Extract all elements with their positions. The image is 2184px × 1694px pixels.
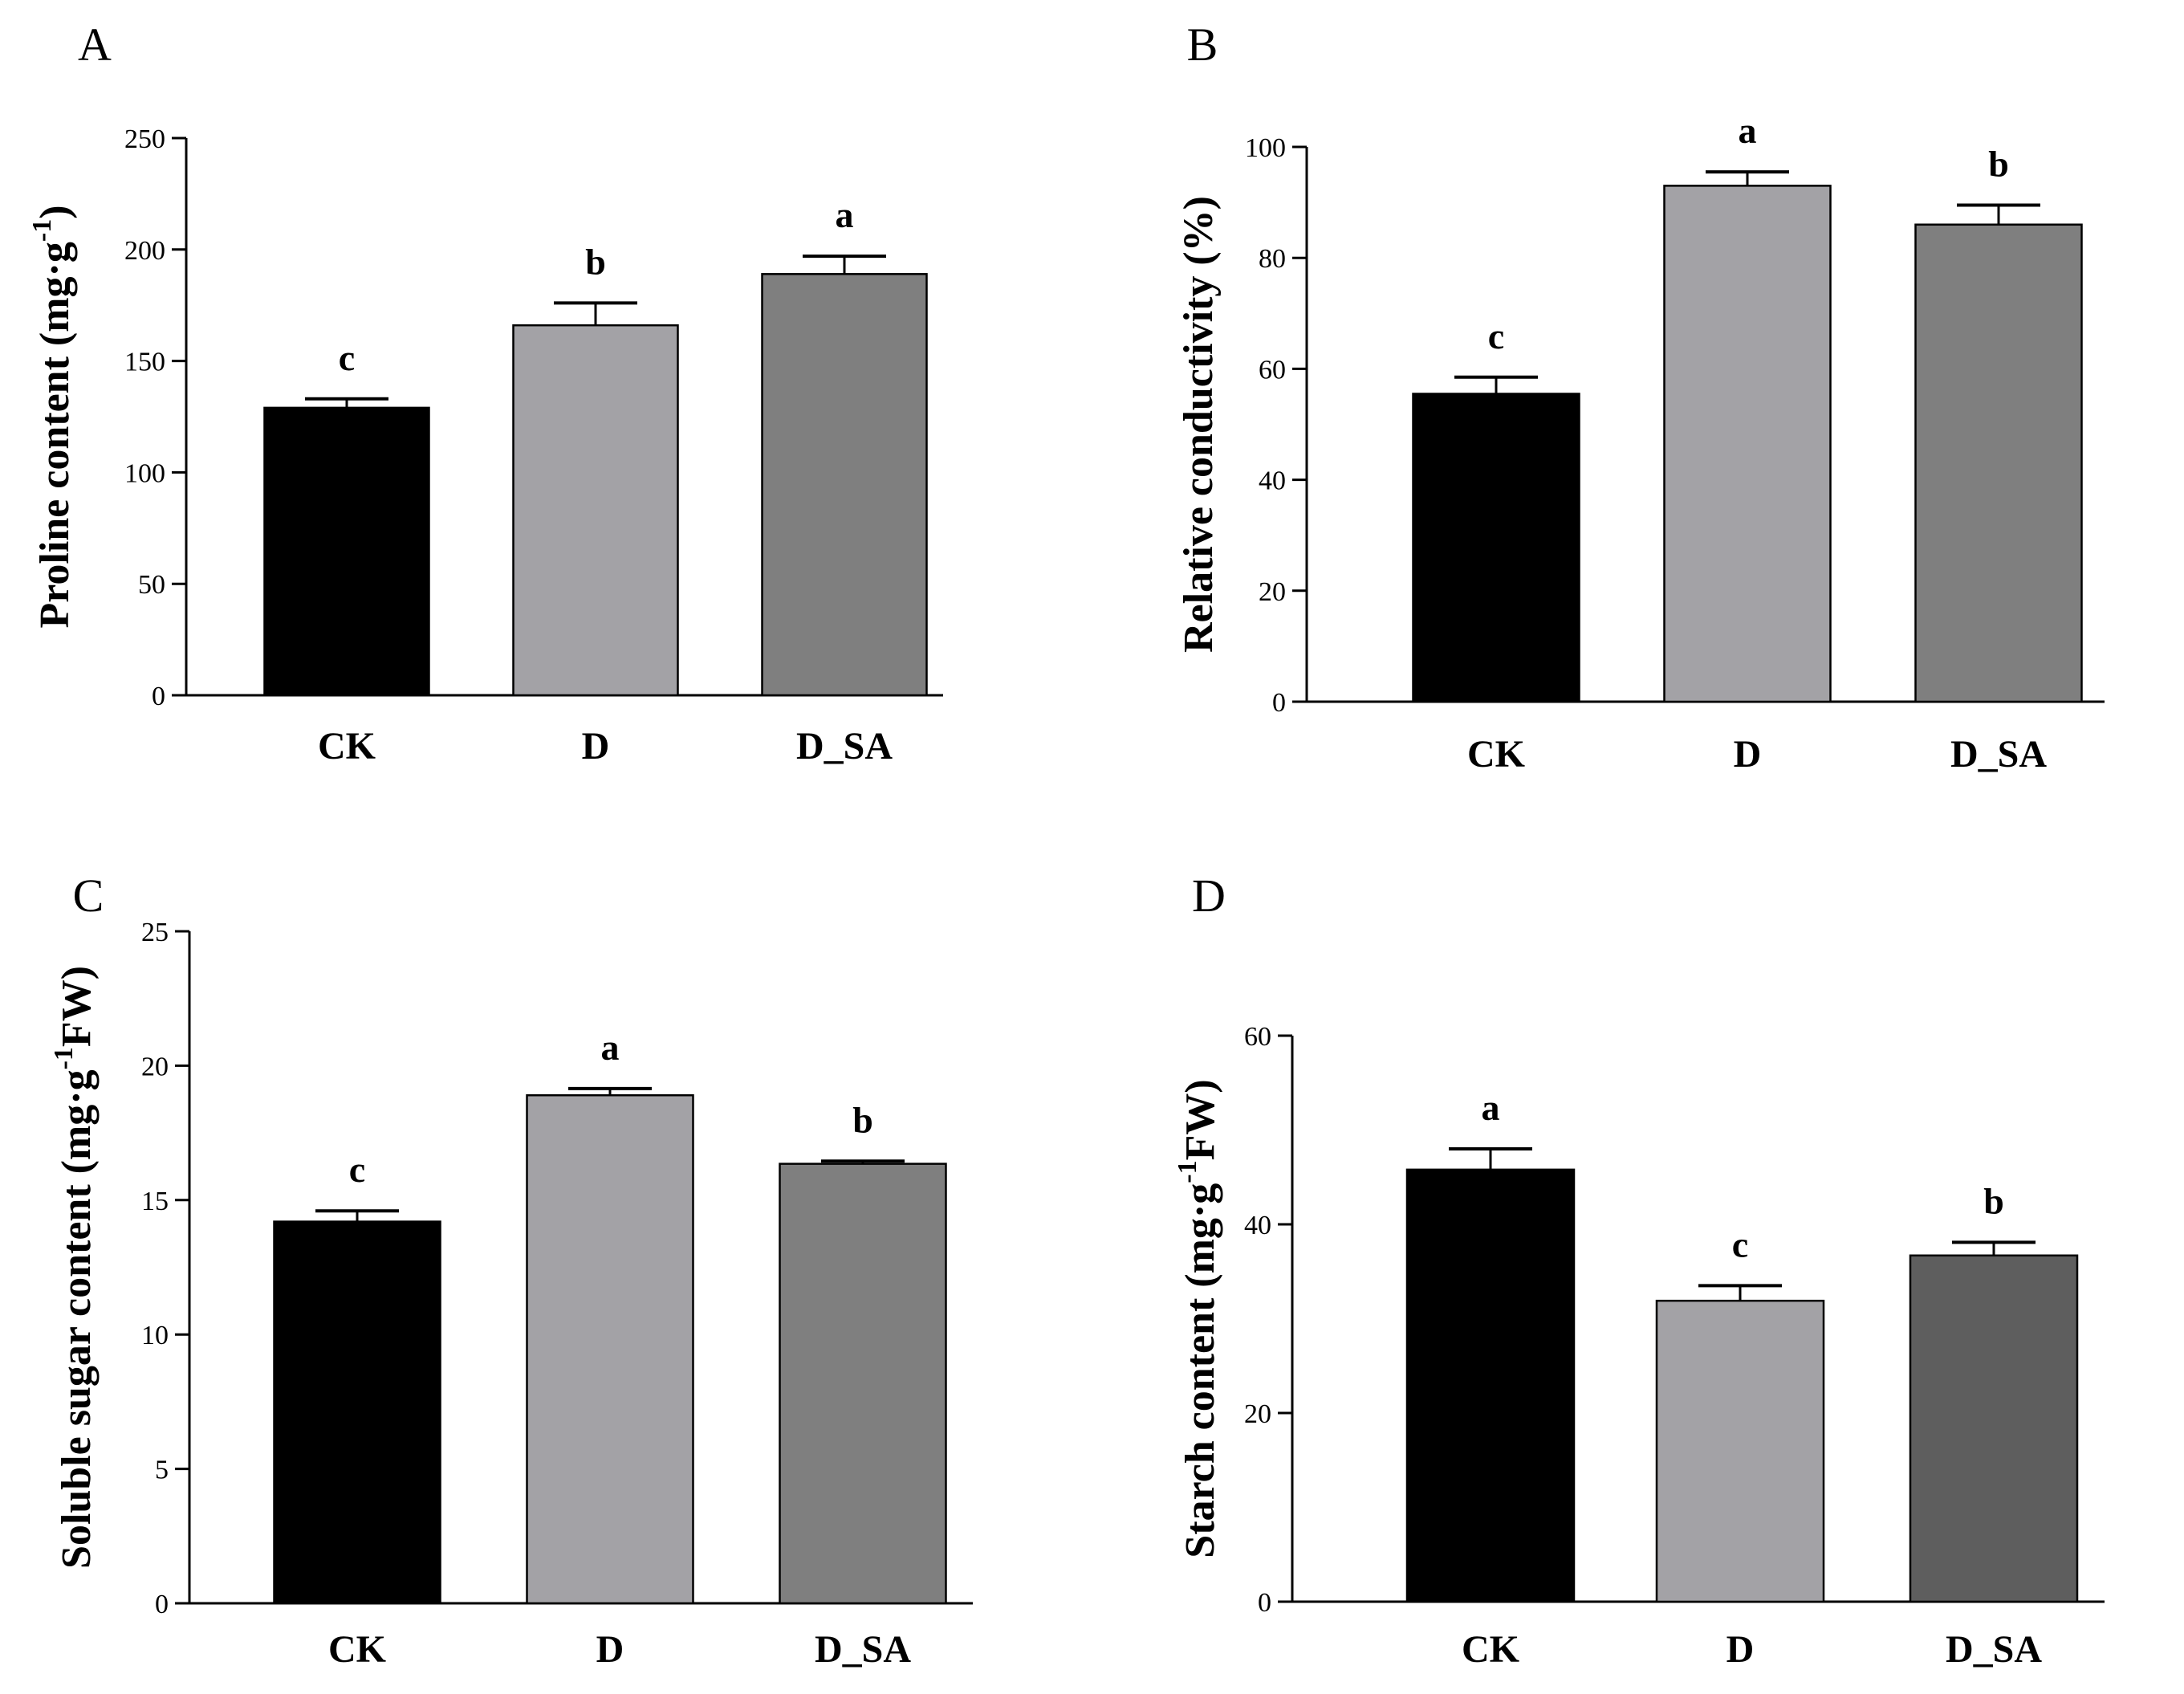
y-tick-label: 10	[141, 1321, 169, 1350]
x-tick-label: D_SA	[796, 725, 893, 768]
significance-letter: b	[1988, 144, 2009, 185]
significance-letter: c	[349, 1149, 365, 1190]
y-tick-label: 60	[1244, 1022, 1271, 1052]
significance-letter: b	[852, 1099, 873, 1140]
bar-ck	[263, 406, 430, 697]
y-tick-label: 20	[1244, 1399, 1271, 1429]
panel-letter: C	[73, 869, 104, 922]
significance-letter: a	[1739, 110, 1757, 151]
y-tick-label: 25	[141, 918, 169, 947]
x-tick-label: D_SA	[815, 1628, 911, 1671]
y-tick-label: 5	[155, 1456, 169, 1485]
significance-letter: a	[1482, 1087, 1500, 1128]
bar-d-sa	[1914, 223, 2083, 703]
significance-letter: c	[1488, 316, 1504, 356]
y-tick-label: 0	[152, 682, 165, 711]
bar-d	[1655, 1299, 1825, 1603]
significance-letter: c	[339, 337, 355, 378]
x-tick-label: D	[596, 1628, 624, 1671]
y-axis-label: Proline content (mg·g-1)	[27, 205, 78, 628]
panel-letter: A	[78, 18, 112, 71]
y-tick-label: 0	[1258, 1588, 1271, 1618]
bar-ck	[1412, 393, 1580, 703]
y-tick-label: 60	[1259, 355, 1286, 385]
panel-letter: B	[1187, 18, 1218, 71]
bar-d	[526, 1093, 694, 1605]
significance-letter: b	[585, 241, 606, 282]
y-axis-label: Soluble sugar content (mg·g-1FW)	[49, 966, 100, 1569]
x-tick-label: CK	[1462, 1628, 1519, 1671]
significance-letter: c	[1732, 1224, 1748, 1264]
bar-d	[512, 324, 679, 697]
y-tick-label: 80	[1259, 244, 1286, 274]
y-tick-label: 150	[124, 348, 165, 377]
x-tick-label: D	[1726, 1628, 1755, 1671]
y-tick-label: 40	[1259, 466, 1286, 496]
y-tick-label: 20	[141, 1052, 169, 1081]
y-tick-label: 20	[1259, 577, 1286, 607]
chart-panel-d: D 0 20 40 60 a CK c Db D_SA Starch content (mg·g-1…	[1173, 869, 2105, 1671]
significance-letter: a	[601, 1027, 620, 1068]
bar-d-sa	[1909, 1254, 2079, 1603]
bar-ck	[1405, 1168, 1576, 1603]
y-axis-label: Relative conductivity (%)	[1176, 196, 1222, 653]
y-tick-label: 0	[155, 1590, 169, 1619]
x-tick-label: CK	[328, 1628, 386, 1671]
bar-d-sa	[779, 1163, 947, 1605]
chart-panel-c: C 0 5 10 15 20 25 c CK a Db D_SA Soluble sugar conte…	[49, 869, 973, 1671]
y-tick-label: 100	[1245, 133, 1286, 163]
x-tick-label: D_SA	[1946, 1628, 2042, 1671]
y-tick-label: 100	[124, 458, 165, 488]
significance-letter: a	[836, 194, 854, 235]
y-tick-label: 15	[141, 1187, 169, 1216]
y-tick-label: 200	[124, 236, 165, 266]
panel-letter: D	[1192, 869, 1226, 922]
y-axis-label: Starch content (mg·g-1FW)	[1173, 1079, 1223, 1558]
bar-ck	[273, 1220, 441, 1605]
y-tick-label: 40	[1244, 1211, 1271, 1240]
bar-d	[1663, 185, 1832, 703]
x-tick-label: D	[582, 725, 610, 768]
x-tick-label: CK	[318, 725, 376, 768]
y-tick-label: 250	[124, 124, 165, 154]
chart-panel-a: A 0 50 100 150 200 250 c CK b Da D_SA Proline conten…	[27, 18, 943, 768]
y-tick-label: 0	[1272, 688, 1286, 718]
significance-letter: b	[1983, 1180, 2004, 1221]
x-tick-label: D	[1734, 733, 1762, 776]
chart-panel-b: B 0 20 40 60 80 100 c CK a Db D_SA Relative conducti…	[1176, 18, 2105, 776]
x-tick-label: CK	[1467, 733, 1525, 776]
bar-d-sa	[761, 273, 928, 697]
x-tick-label: D_SA	[1950, 733, 2047, 776]
y-tick-label: 50	[138, 570, 165, 600]
